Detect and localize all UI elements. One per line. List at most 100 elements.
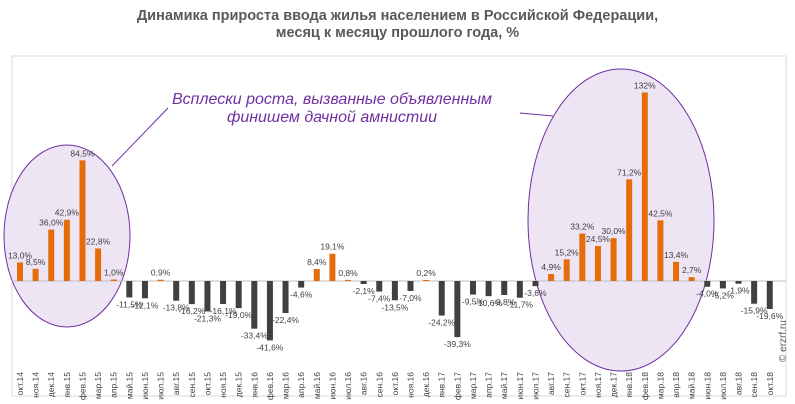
bar-мар.16 bbox=[282, 281, 289, 313]
bar-авг.18 bbox=[735, 281, 742, 284]
value-label-апр.15: 1,0% bbox=[104, 268, 124, 278]
value-label-авг.18: -1,9% bbox=[727, 286, 750, 296]
value-label-апр.18: 13,4% bbox=[664, 250, 689, 260]
tick-label-май.17: май.17 bbox=[499, 372, 509, 399]
tick-label-янв.15: янв.15 bbox=[62, 372, 72, 398]
tick-label-дек.14: дек.14 bbox=[46, 372, 56, 397]
bar-мар.15 bbox=[95, 248, 102, 281]
value-label-дек.17: 30,0% bbox=[602, 226, 627, 236]
bar-июн.18 bbox=[704, 281, 711, 287]
annotation-pointer-left bbox=[111, 107, 169, 167]
tick-label-апр.16: апр.16 bbox=[296, 372, 306, 398]
value-label-окт.14: 13,0% bbox=[8, 250, 33, 260]
annotation-pointer-right bbox=[519, 112, 554, 117]
bar-авг.15 bbox=[173, 281, 180, 301]
value-label-авг.17: 4,9% bbox=[541, 262, 561, 272]
tick-label-фев.16: фев.16 bbox=[265, 372, 275, 400]
annotation-line2: финишем дачной амнистии bbox=[227, 109, 437, 126]
value-label-июн.17: -11,7% bbox=[507, 300, 534, 310]
value-label-фев.16: -41,6% bbox=[256, 342, 283, 352]
tick-label-май.16: май.16 bbox=[312, 372, 322, 399]
tick-label-авг.17: авг.17 bbox=[546, 372, 556, 395]
tick-label-фев.18: фев.18 bbox=[640, 372, 650, 400]
tick-label-сен.15: сен.15 bbox=[187, 372, 197, 398]
tick-label-окт.14: окт.14 bbox=[15, 372, 25, 396]
watermark: © erzrf.ru bbox=[778, 320, 789, 362]
value-label-мар.16: -22,4% bbox=[272, 315, 299, 325]
bar-май.17 bbox=[501, 281, 508, 295]
tick-label-сен.16: сен.16 bbox=[374, 372, 384, 398]
value-label-апр.17: -10,6% bbox=[475, 298, 502, 308]
value-label-сен.17: 15,2% bbox=[555, 247, 580, 257]
value-label-дек.15: -19,0% bbox=[225, 310, 252, 320]
annotation-line1: Всплески роста, вызванные объявленным bbox=[172, 91, 492, 108]
tick-label-мар.16: мар.16 bbox=[281, 372, 291, 399]
bar-окт.18 bbox=[766, 281, 773, 309]
value-label-фев.17: -39,3% bbox=[444, 339, 471, 349]
value-label-дек.14: 36,0% bbox=[39, 218, 64, 228]
chart-title-line1: Динамика прироста ввода жилья населением… bbox=[136, 8, 659, 24]
value-label-май.18: 2,7% bbox=[682, 265, 702, 275]
bar-ноя.15 bbox=[220, 281, 227, 304]
tick-label-дек.17: дек.17 bbox=[609, 372, 619, 397]
bar-дек.17 bbox=[610, 238, 617, 281]
value-label-авг.15: -13,8% bbox=[163, 303, 190, 313]
tick-label-июл.17: июл.17 bbox=[530, 372, 540, 400]
bar-ноя.14 bbox=[32, 268, 39, 281]
chart-title-line2: месяц к месяцу прошлого года, % bbox=[275, 25, 520, 41]
value-label-май.15: -11,5% bbox=[116, 299, 143, 309]
tick-label-янв.16: янв.16 bbox=[249, 372, 259, 398]
bar-май.18 bbox=[688, 277, 695, 281]
bar-июл.16 bbox=[345, 279, 352, 281]
bar-янв.15 bbox=[63, 219, 70, 281]
bar-сен.16 bbox=[376, 281, 383, 292]
tick-label-авг.18: авг.18 bbox=[734, 372, 744, 395]
value-label-июл.17: -3,6% bbox=[524, 288, 547, 298]
bar-дек.14 bbox=[48, 229, 55, 281]
bar-фев.18 bbox=[641, 92, 648, 281]
tick-label-фев.15: фев.15 bbox=[77, 372, 87, 400]
value-label-июл.16: 0,8% bbox=[338, 268, 358, 278]
tick-label-окт.16: окт.16 bbox=[390, 372, 400, 396]
tick-label-ноя.14: ноя.14 bbox=[31, 372, 41, 398]
bar-дек.15 bbox=[235, 281, 242, 309]
value-label-окт.18: -19,6% bbox=[756, 311, 783, 321]
value-label-ноя.14: 8,5% bbox=[26, 257, 46, 267]
bar-сен.17 bbox=[563, 259, 570, 281]
value-label-мар.18: 42,5% bbox=[648, 208, 673, 218]
bar-июн.16 bbox=[329, 253, 336, 281]
value-label-окт.15: -21,3% bbox=[194, 313, 221, 323]
bar-апр.16 bbox=[298, 281, 305, 288]
bar-июл.18 bbox=[719, 281, 726, 289]
tick-label-мар.17: мар.17 bbox=[468, 372, 478, 399]
value-label-июл.15: 0,9% bbox=[151, 268, 171, 278]
bar-авг.16 bbox=[360, 281, 367, 284]
bar-окт.16 bbox=[391, 281, 398, 301]
bar-апр.15 bbox=[110, 279, 117, 281]
value-label-авг.16: -2,1% bbox=[353, 286, 376, 296]
value-label-янв.17: -24,2% bbox=[428, 318, 455, 328]
value-label-ноя.17: 24,5% bbox=[586, 234, 611, 244]
tick-label-авг.16: авг.16 bbox=[359, 372, 369, 395]
value-label-июл.18: -5,2% bbox=[712, 290, 735, 300]
value-label-май.17: -9,8% bbox=[493, 297, 516, 307]
bar-янв.16 bbox=[251, 281, 258, 329]
value-label-янв.18: 71,2% bbox=[617, 167, 642, 177]
bar-июл.15 bbox=[157, 279, 164, 281]
tick-label-сен.17: сен.17 bbox=[562, 372, 572, 398]
bar-янв.18 bbox=[626, 179, 633, 281]
tick-label-дек.15: дек.15 bbox=[234, 372, 244, 397]
bar-сен.18 bbox=[751, 281, 758, 304]
tick-label-июл.15: июл.15 bbox=[156, 372, 166, 400]
value-label-сен.16: -7,4% bbox=[368, 294, 391, 304]
tick-label-окт.17: окт.17 bbox=[577, 372, 587, 396]
tick-label-янв.17: янв.17 bbox=[437, 372, 447, 398]
value-label-мар.17: -9,5% bbox=[462, 297, 485, 307]
bar-фев.15 bbox=[79, 160, 86, 281]
value-label-янв.16: -33,4% bbox=[241, 331, 268, 341]
bar-окт.14 bbox=[17, 262, 23, 281]
tick-label-июн.17: июн.17 bbox=[515, 372, 525, 400]
tick-label-ноя.15: ноя.15 bbox=[218, 372, 228, 398]
bar-авг.17 bbox=[548, 274, 555, 281]
